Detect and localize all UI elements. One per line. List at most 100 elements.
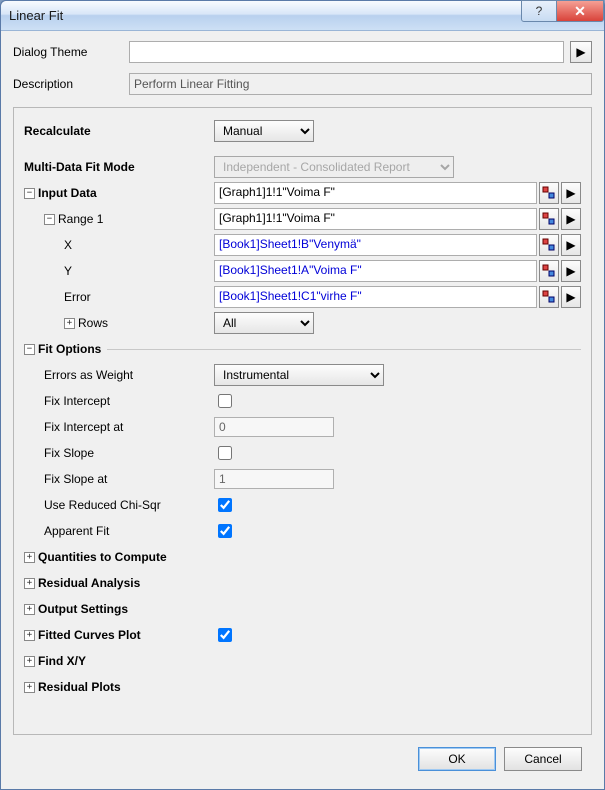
titlebar-buttons: ? ✕ — [521, 1, 604, 30]
x-row: X [Book1]Sheet1!B"Venymä" ▶ — [24, 232, 581, 258]
error-value[interactable]: [Book1]Sheet1!C1"virhe F" — [214, 286, 537, 308]
error-menu-button[interactable]: ▶ — [561, 286, 581, 308]
apparent-fit-checkbox[interactable] — [218, 524, 232, 538]
find-xy-label: Find X/Y — [38, 654, 86, 668]
apparent-fit-label: Apparent Fit — [44, 524, 109, 538]
residual-plots-label: Residual Plots — [38, 680, 121, 694]
quantities-toggle[interactable]: + — [24, 552, 35, 563]
rows-label: Rows — [78, 316, 108, 330]
fix-slope-label: Fix Slope — [44, 446, 94, 460]
description-row: Description — [13, 73, 592, 95]
use-reduced-chisqr-row: Use Reduced Chi-Sqr — [24, 492, 581, 518]
find-xy-toggle[interactable]: + — [24, 656, 35, 667]
residual-analysis-toggle[interactable]: + — [24, 578, 35, 589]
divider — [107, 349, 581, 350]
dialog-theme-label: Dialog Theme — [13, 45, 123, 59]
ok-button[interactable]: OK — [418, 747, 496, 771]
input-data-toggle[interactable]: − — [24, 188, 35, 199]
picker-icon — [542, 212, 556, 226]
output-settings-toggle[interactable]: + — [24, 604, 35, 615]
fix-slope-at-input[interactable] — [214, 469, 334, 489]
residual-plots-row: + Residual Plots — [24, 674, 581, 700]
find-xy-row: + Find X/Y — [24, 648, 581, 674]
quantities-row: + Quantities to Compute — [24, 544, 581, 570]
range1-toggle[interactable]: − — [44, 214, 55, 225]
output-settings-row: + Output Settings — [24, 596, 581, 622]
close-button[interactable]: ✕ — [556, 0, 604, 22]
fitted-curves-plot-label: Fitted Curves Plot — [38, 628, 141, 642]
input-data-picker-button[interactable] — [539, 182, 559, 204]
fix-slope-checkbox[interactable] — [218, 446, 232, 460]
multidata-select: Independent - Consolidated Report — [214, 156, 454, 178]
arrow-icon: ▶ — [576, 45, 585, 59]
dialog-window: Linear Fit ? ✕ Dialog Theme ▶ Descriptio… — [0, 0, 605, 790]
picker-icon — [542, 264, 556, 278]
picker-icon — [542, 238, 556, 252]
errors-as-weight-label: Errors as Weight — [44, 368, 133, 382]
fitted-curves-plot-checkbox[interactable] — [218, 628, 232, 642]
y-row: Y [Book1]Sheet1!A"Voima F" ▶ — [24, 258, 581, 284]
multidata-label: Multi-Data Fit Mode — [24, 160, 135, 174]
close-icon: ✕ — [574, 3, 586, 20]
arrow-icon: ▶ — [566, 212, 575, 226]
x-value[interactable]: [Book1]Sheet1!B"Venymä" — [214, 234, 537, 256]
input-data-row: − Input Data [Graph1]1!1"Voima F" ▶ — [24, 180, 581, 206]
range1-label: Range 1 — [58, 212, 103, 226]
range1-picker-button[interactable] — [539, 208, 559, 230]
window-title: Linear Fit — [9, 8, 521, 23]
picker-icon — [542, 290, 556, 304]
residual-analysis-label: Residual Analysis — [38, 576, 140, 590]
x-menu-button[interactable]: ▶ — [561, 234, 581, 256]
range1-row: − Range 1 [Graph1]1!1"Voima F" ▶ — [24, 206, 581, 232]
quantities-label: Quantities to Compute — [38, 550, 167, 564]
content-area: Dialog Theme ▶ Description Recalculate M… — [1, 31, 604, 789]
fix-slope-row: Fix Slope — [24, 440, 581, 466]
help-button[interactable]: ? — [521, 0, 557, 22]
x-label: X — [64, 238, 72, 252]
fix-intercept-at-row: Fix Intercept at — [24, 414, 581, 440]
cancel-button[interactable]: Cancel — [504, 747, 582, 771]
recalculate-row: Recalculate Manual — [24, 118, 581, 144]
use-reduced-chisqr-label: Use Reduced Chi-Sqr — [44, 498, 161, 512]
fix-intercept-at-input[interactable] — [214, 417, 334, 437]
y-value[interactable]: [Book1]Sheet1!A"Voima F" — [214, 260, 537, 282]
fix-intercept-label: Fix Intercept — [44, 394, 110, 408]
rows-select[interactable]: All — [214, 312, 314, 334]
fix-slope-at-row: Fix Slope at — [24, 466, 581, 492]
help-icon: ? — [536, 4, 543, 18]
range1-menu-button[interactable]: ▶ — [561, 208, 581, 230]
footer: OK Cancel — [13, 739, 592, 781]
residual-plots-toggle[interactable]: + — [24, 682, 35, 693]
fitted-curves-plot-toggle[interactable]: + — [24, 630, 35, 641]
recalculate-select[interactable]: Manual — [214, 120, 314, 142]
fix-intercept-checkbox[interactable] — [218, 394, 232, 408]
residual-analysis-row: + Residual Analysis — [24, 570, 581, 596]
errors-as-weight-row: Errors as Weight Instrumental — [24, 362, 581, 388]
input-data-value[interactable]: [Graph1]1!1"Voima F" — [214, 182, 537, 204]
errors-as-weight-select[interactable]: Instrumental — [214, 364, 384, 386]
fitted-curves-plot-row: + Fitted Curves Plot — [24, 622, 581, 648]
input-data-label: Input Data — [38, 186, 97, 200]
range1-value[interactable]: [Graph1]1!1"Voima F" — [214, 208, 537, 230]
error-row: Error [Book1]Sheet1!C1"virhe F" ▶ — [24, 284, 581, 310]
use-reduced-chisqr-checkbox[interactable] — [218, 498, 232, 512]
input-data-menu-button[interactable]: ▶ — [561, 182, 581, 204]
fit-options-toggle[interactable]: − — [24, 344, 35, 355]
dialog-theme-row: Dialog Theme ▶ — [13, 41, 592, 63]
dialog-theme-input[interactable] — [129, 41, 564, 63]
description-value — [129, 73, 592, 95]
main-panel: Recalculate Manual Multi-Data Fit Mode I… — [13, 107, 592, 735]
dialog-theme-menu-button[interactable]: ▶ — [570, 41, 592, 63]
output-settings-label: Output Settings — [38, 602, 128, 616]
y-menu-button[interactable]: ▶ — [561, 260, 581, 282]
error-picker-button[interactable] — [539, 286, 559, 308]
apparent-fit-row: Apparent Fit — [24, 518, 581, 544]
multidata-row: Multi-Data Fit Mode Independent - Consol… — [24, 154, 581, 180]
arrow-icon: ▶ — [566, 290, 575, 304]
recalculate-label: Recalculate — [24, 124, 91, 138]
y-picker-button[interactable] — [539, 260, 559, 282]
arrow-icon: ▶ — [566, 238, 575, 252]
x-picker-button[interactable] — [539, 234, 559, 256]
titlebar[interactable]: Linear Fit ? ✕ — [1, 1, 604, 31]
rows-toggle[interactable]: + — [64, 318, 75, 329]
